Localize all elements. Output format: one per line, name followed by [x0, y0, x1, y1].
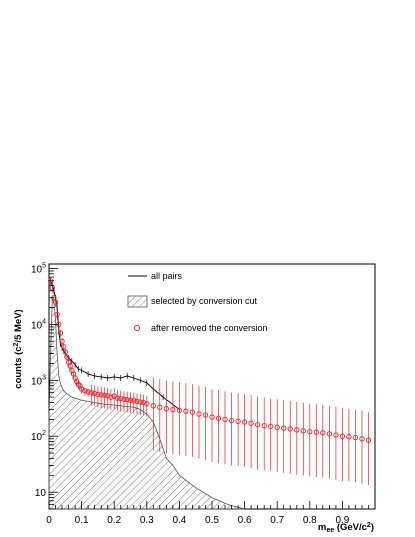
removed-point	[365, 437, 372, 443]
x-tick-label: 0.6	[238, 515, 252, 526]
removed-point	[209, 414, 215, 420]
removed-point	[339, 433, 346, 439]
removed-point	[294, 427, 300, 433]
removed-point	[196, 411, 202, 417]
removed-point	[170, 406, 176, 413]
removed-point	[137, 399, 143, 405]
removed-point	[183, 408, 189, 414]
removed-point	[352, 434, 359, 441]
removed-point	[281, 425, 287, 431]
removed-point	[228, 417, 235, 424]
removed-point	[88, 390, 95, 396]
removed-point	[127, 397, 134, 403]
removed-point	[61, 343, 67, 350]
x-tick-label: 0.5	[205, 515, 219, 526]
removed-point	[241, 419, 248, 425]
y-tick-label: 10	[35, 488, 47, 499]
legend-label-removed: after removed the conversion	[151, 323, 268, 333]
removed-point	[124, 397, 130, 403]
y-axis-label: counts (c2/5 MeV)	[13, 309, 24, 388]
removed-point	[307, 429, 313, 435]
legend-marker-removed	[134, 325, 140, 331]
x-axis-label: mee (GeV/c2)	[318, 522, 374, 534]
removed-point	[300, 428, 306, 434]
x-tick-label: 0.3	[140, 515, 154, 526]
removed-point	[268, 423, 274, 430]
removed-point	[313, 429, 319, 435]
removed-series-layer	[47, 277, 372, 485]
removed-point	[134, 398, 140, 405]
removed-point	[62, 349, 68, 355]
removed-point	[144, 401, 150, 407]
removed-point	[163, 406, 170, 412]
removed-point	[82, 388, 88, 394]
removed-point	[114, 395, 121, 401]
removed-point	[57, 330, 64, 336]
removed-point	[67, 363, 73, 369]
removed-point	[261, 422, 267, 429]
y-tick-label: 103	[31, 374, 46, 387]
removed-point	[254, 422, 261, 428]
removed-point	[346, 434, 352, 440]
removed-point	[248, 420, 254, 426]
removed-point	[54, 311, 60, 318]
x-axis-ticks: 0 0.1 0.2 0.3 0.4 0.5 0.6 0.7 0.8 0.9	[46, 501, 376, 526]
x-tick-label: 0.1	[75, 515, 89, 526]
removed-point	[176, 407, 183, 414]
removed-point	[222, 416, 228, 423]
removed-point	[52, 299, 59, 305]
legend-label-all-pairs: all pairs	[151, 271, 183, 281]
removed-point	[131, 398, 137, 404]
y-axis-ticks: 10 102 103 104 105	[31, 262, 58, 510]
removed-point	[157, 404, 163, 410]
removed-point	[85, 389, 91, 395]
removed-point	[98, 392, 104, 398]
y-tick-label: 105	[31, 262, 46, 275]
removed-point	[235, 418, 241, 424]
x-tick-label: 0.9	[335, 515, 349, 526]
all-pairs-line	[50, 280, 180, 410]
removed-point	[274, 424, 280, 430]
removed-point	[101, 392, 108, 398]
removed-point	[202, 412, 209, 418]
removed-point	[118, 395, 124, 402]
y-tick-label: 102	[31, 430, 46, 443]
removed-point	[320, 430, 326, 436]
removed-point	[59, 338, 65, 344]
removed-point	[287, 426, 293, 432]
removed-point	[140, 399, 147, 406]
removed-point	[359, 436, 365, 442]
y-tick-label: 104	[31, 318, 46, 331]
legend-label-selected: selected by conversion cut	[151, 296, 258, 306]
removed-point	[333, 432, 339, 438]
legend-swatch-selected	[127, 295, 148, 308]
removed-point	[121, 396, 127, 402]
removed-point	[95, 391, 101, 398]
removed-point	[326, 431, 333, 437]
x-tick-label: 0.2	[107, 515, 121, 526]
legend: all pairs selected by conversion cut aft…	[127, 271, 268, 333]
removed-point	[91, 390, 98, 397]
removed-point	[215, 415, 222, 421]
x-tick-label: 0	[46, 515, 52, 526]
x-tick-label: 0.8	[303, 515, 317, 526]
removed-point	[105, 393, 111, 399]
removed-point	[74, 378, 80, 385]
removed-point	[150, 403, 156, 409]
x-tick-label: 0.7	[270, 515, 284, 526]
removed-point	[64, 354, 70, 360]
x-tick-label: 0.4	[172, 515, 186, 526]
removed-point	[189, 409, 196, 415]
removed-point	[108, 394, 114, 400]
